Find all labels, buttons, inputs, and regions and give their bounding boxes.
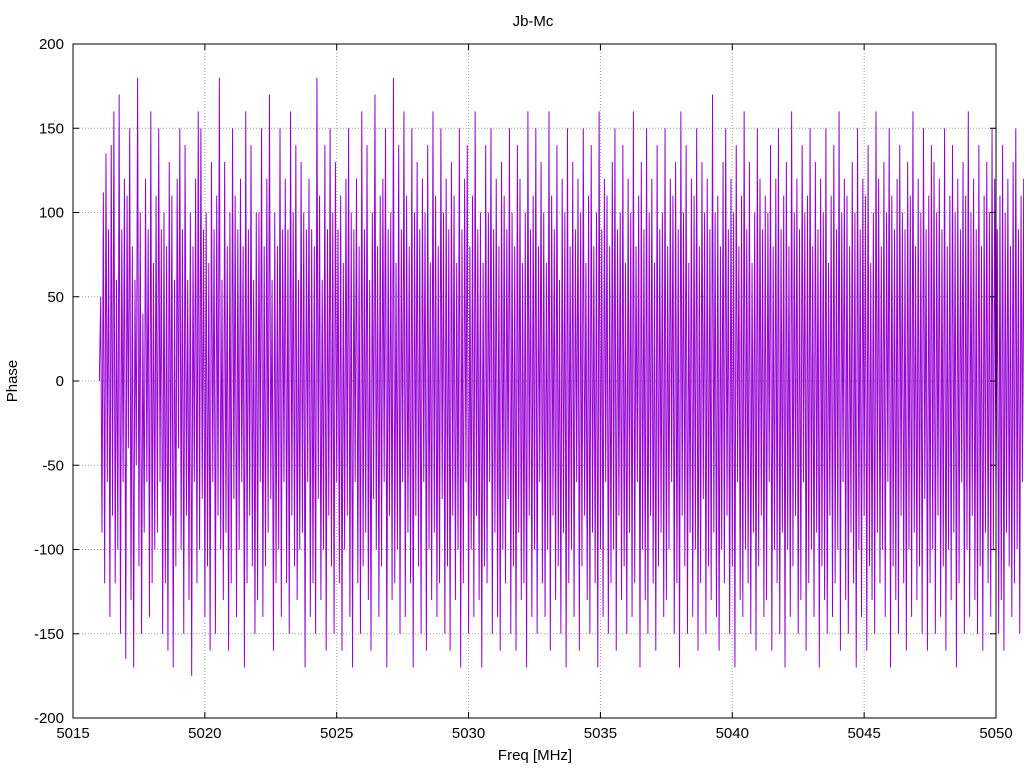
- y-tick-label: -150: [34, 626, 64, 643]
- ticks: 5015 5020 5025 5030 5035 5040 5045 5050 -200 -150…: [34, 36, 1013, 742]
- phase-series-line: [98, 77, 1024, 676]
- y-tick-label: -100: [34, 542, 64, 559]
- x-tick-label: 5050: [979, 725, 1012, 742]
- x-axis-title: Freq [MHz]: [498, 747, 572, 764]
- chart-title: Jb-Mc: [513, 13, 554, 30]
- series-layer: [98, 77, 1024, 676]
- x-tick-label: 5025: [320, 725, 353, 742]
- x-tick-label: 5045: [847, 725, 880, 742]
- y-tick-label: -200: [34, 710, 64, 727]
- x-tick-label: 5030: [452, 725, 485, 742]
- x-tick-label: 5020: [188, 725, 221, 742]
- x-tick-label: 5035: [584, 725, 617, 742]
- y-tick-label: 0: [56, 373, 64, 390]
- y-tick-label: 200: [39, 36, 64, 53]
- x-tick-label: 5015: [56, 725, 89, 742]
- y-tick-label: 150: [39, 120, 64, 137]
- y-tick-label: 50: [47, 289, 64, 306]
- y-tick-label: -50: [42, 457, 64, 474]
- x-tick-label: 5040: [716, 725, 749, 742]
- y-tick-label: 100: [39, 205, 64, 222]
- y-axis-title: Phase: [4, 360, 21, 403]
